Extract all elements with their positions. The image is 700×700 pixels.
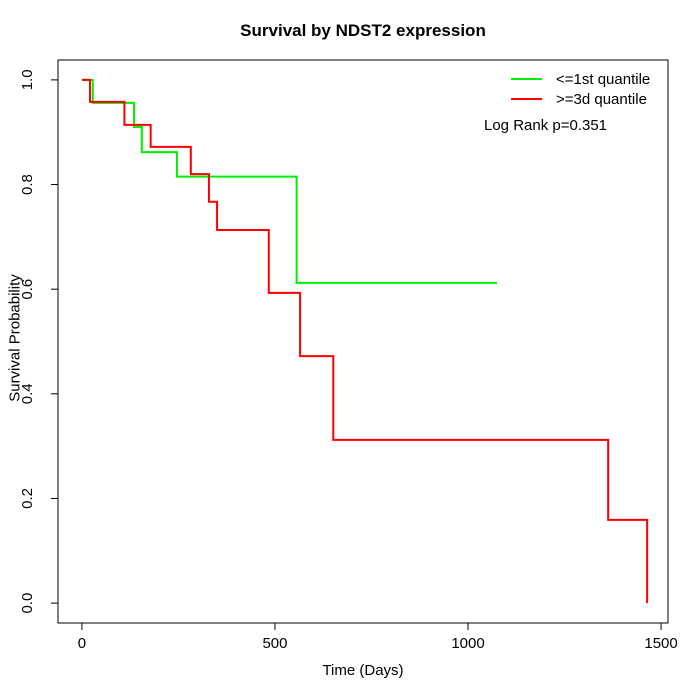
survival-curve-3d-quantile bbox=[81, 78, 649, 604]
legend-item: <=1st quantile bbox=[511, 69, 650, 89]
y-tick-label: 0.2 bbox=[19, 488, 36, 509]
logrank-annotation: Log Rank p=0.351 bbox=[484, 117, 608, 134]
legend-label: >=3d quantile bbox=[556, 90, 647, 108]
x-tick-label: 1500 bbox=[644, 635, 677, 652]
legend-swatch-green bbox=[511, 77, 542, 81]
plot-box bbox=[57, 59, 669, 624]
y-tick-label: 0.0 bbox=[19, 593, 36, 614]
y-tick-label: 0.8 bbox=[19, 174, 36, 195]
y-axis-label: Survival Probability bbox=[6, 274, 24, 402]
chart-title: Survival by NDST2 expression bbox=[240, 21, 486, 40]
x-tick-label: 1000 bbox=[451, 635, 484, 652]
y-tick-label: 0.4 bbox=[19, 383, 36, 404]
x-tick-label: 500 bbox=[262, 635, 287, 652]
legend-item: >=3d quantile bbox=[511, 89, 650, 109]
x-tick-label: 0 bbox=[78, 635, 86, 652]
legend-label: <=1st quantile bbox=[556, 70, 651, 88]
x-axis-label: Time (Days) bbox=[322, 662, 404, 679]
legend: <=1st quantile >=3d quantile bbox=[511, 69, 650, 109]
y-tick-label: 1.0 bbox=[19, 69, 36, 90]
survival-curve-1st-quantile bbox=[81, 78, 497, 284]
legend-swatch-red bbox=[511, 97, 542, 101]
y-tick-label: 0.6 bbox=[19, 279, 36, 300]
